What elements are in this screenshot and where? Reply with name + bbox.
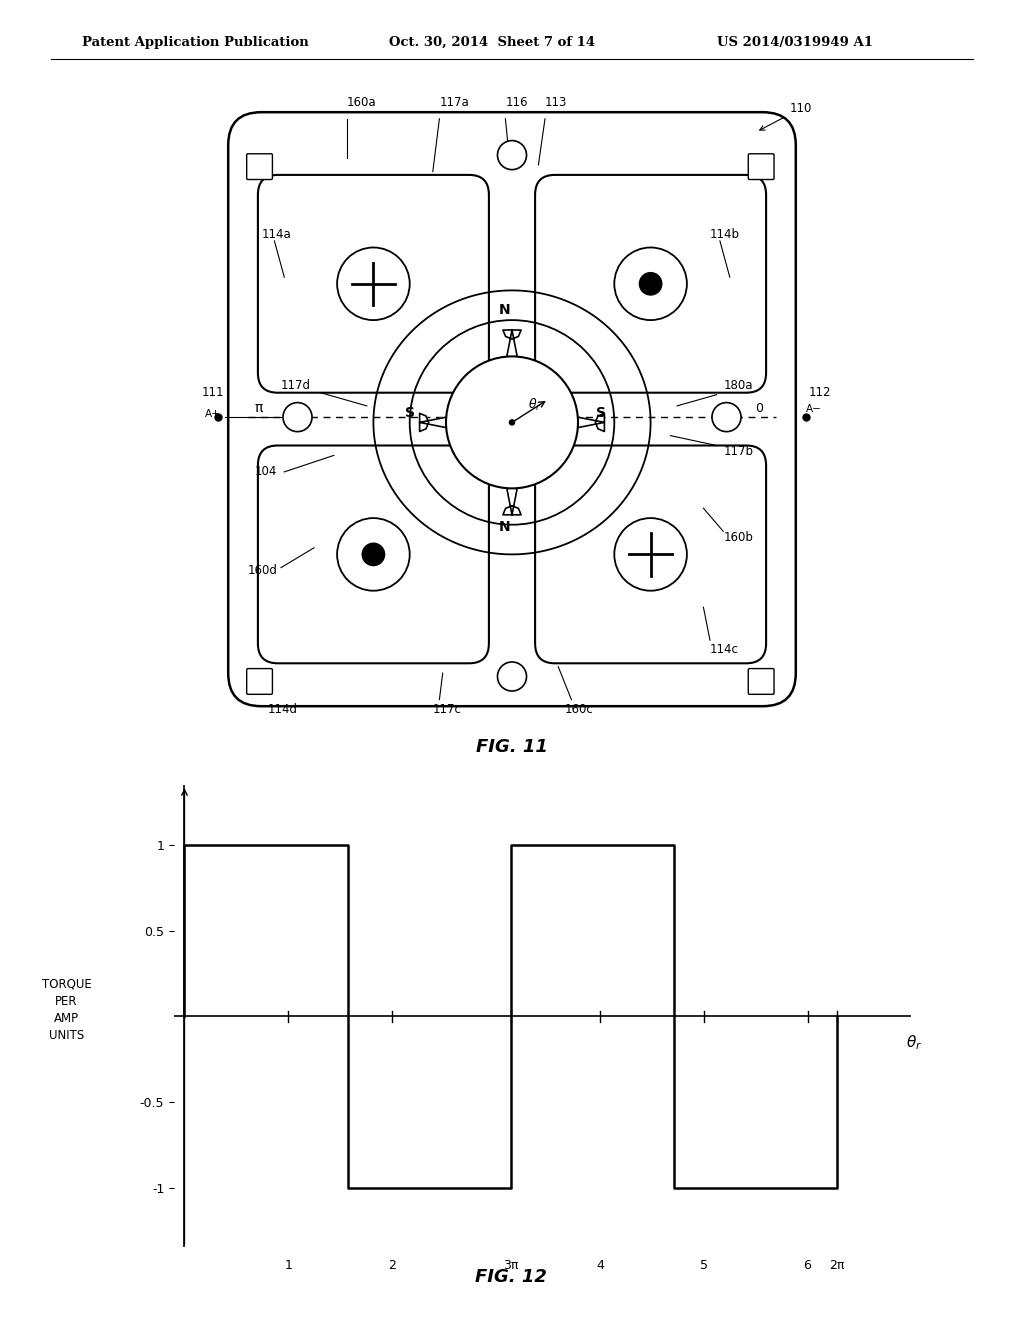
Text: Oct. 30, 2014  Sheet 7 of 14: Oct. 30, 2014 Sheet 7 of 14 [389,36,595,49]
FancyBboxPatch shape [536,176,766,393]
Text: 160b: 160b [723,531,753,544]
Circle shape [712,403,741,432]
Text: FIG. 12: FIG. 12 [474,1267,547,1286]
Text: 160a: 160a [347,95,377,108]
Text: S: S [596,407,606,420]
Circle shape [509,420,515,425]
Circle shape [283,403,312,432]
Text: $\theta_r$: $\theta_r$ [528,397,542,413]
Polygon shape [494,330,530,422]
FancyBboxPatch shape [258,446,488,664]
Text: $\theta_r$: $\theta_r$ [906,1034,923,1052]
Circle shape [614,519,687,591]
Circle shape [446,356,578,488]
Polygon shape [420,404,512,441]
Text: 116: 116 [506,95,528,108]
Circle shape [498,140,526,169]
FancyBboxPatch shape [228,112,796,706]
Circle shape [337,519,410,591]
Text: 180a: 180a [723,379,753,392]
Polygon shape [512,404,604,441]
Text: FIG. 11: FIG. 11 [476,738,548,756]
Text: 104: 104 [255,465,276,478]
Text: 114a: 114a [261,227,291,240]
Polygon shape [494,422,530,515]
Text: 111: 111 [202,385,224,399]
Text: 113: 113 [545,95,567,108]
Circle shape [614,248,687,319]
Text: 0: 0 [755,403,763,416]
Circle shape [361,543,385,566]
Text: US 2014/0319949 A1: US 2014/0319949 A1 [717,36,872,49]
Text: 114b: 114b [710,227,740,240]
Text: A−: A− [806,404,821,414]
Text: 117c: 117c [433,702,462,715]
Text: 110: 110 [760,102,812,131]
FancyBboxPatch shape [536,446,766,664]
Circle shape [498,663,526,692]
FancyBboxPatch shape [247,668,272,694]
Text: 114c: 114c [710,643,739,656]
Text: π: π [255,401,263,416]
FancyBboxPatch shape [749,153,774,180]
Text: 160d: 160d [248,564,278,577]
Text: 117a: 117a [439,95,469,108]
Text: 117d: 117d [281,379,311,392]
Text: Patent Application Publication: Patent Application Publication [82,36,308,49]
Text: 117b: 117b [723,445,754,458]
Text: 114d: 114d [268,702,298,715]
Text: N: N [499,520,510,535]
FancyBboxPatch shape [258,176,488,393]
Text: 160c: 160c [565,702,594,715]
Circle shape [337,248,410,319]
FancyBboxPatch shape [749,668,774,694]
Text: 112: 112 [809,385,831,399]
Text: N: N [499,302,510,317]
Circle shape [639,272,663,296]
FancyBboxPatch shape [247,153,272,180]
Text: A+: A+ [205,409,221,420]
Text: TORQUE
PER
AMP
UNITS: TORQUE PER AMP UNITS [42,978,91,1041]
Text: S: S [404,407,415,420]
